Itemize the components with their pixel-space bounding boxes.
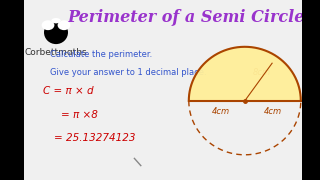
- Ellipse shape: [42, 20, 54, 30]
- Text: Calculate the perimeter.: Calculate the perimeter.: [50, 50, 152, 59]
- Text: 4cm: 4cm: [212, 107, 230, 116]
- Text: Corbettmɑths: Corbettmɑths: [25, 48, 87, 57]
- Polygon shape: [189, 47, 301, 101]
- Text: Give your answer to 1 decimal place.: Give your answer to 1 decimal place.: [50, 68, 206, 77]
- Text: = 25.13274123: = 25.13274123: [54, 133, 136, 143]
- Text: = π ×8: = π ×8: [61, 110, 98, 120]
- Ellipse shape: [58, 20, 70, 30]
- Text: C = π × d: C = π × d: [43, 86, 94, 96]
- Ellipse shape: [44, 21, 68, 44]
- Bar: [0, 0, 24, 180]
- Text: 8cm: 8cm: [253, 68, 271, 77]
- Text: Perimeter of a Semi Circle: Perimeter of a Semi Circle: [67, 9, 304, 26]
- Ellipse shape: [51, 18, 61, 23]
- Text: 4cm: 4cm: [264, 107, 282, 116]
- Bar: [302, 0, 320, 180]
